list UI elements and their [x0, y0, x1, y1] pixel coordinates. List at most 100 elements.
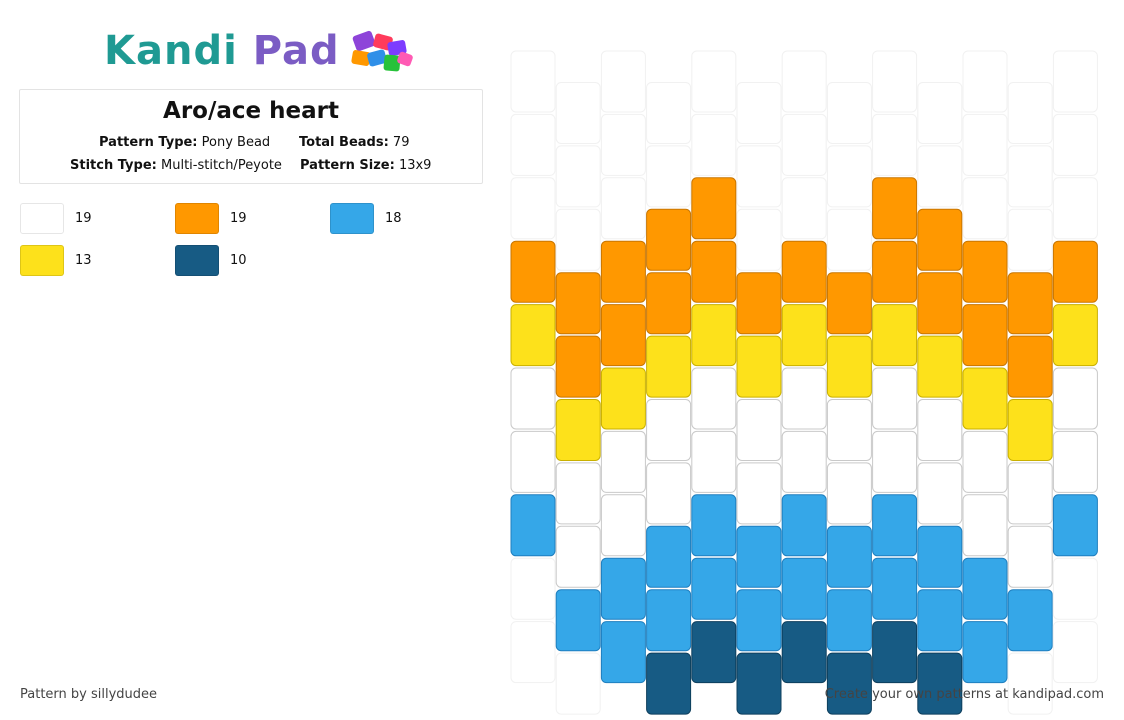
empty-bead-slot	[691, 113, 737, 176]
pattern-info-card: Aro/ace heart Pattern Type: Pony Bead To…	[19, 89, 483, 184]
bead	[736, 589, 782, 652]
empty-bead-slot	[1052, 557, 1098, 620]
bead-count: 19	[75, 211, 92, 226]
bead	[962, 430, 1008, 493]
empty-bead-slot	[962, 177, 1008, 240]
bead	[872, 430, 918, 493]
bead	[510, 367, 556, 430]
kandipad-logo[interactable]: Kandi Pad	[104, 26, 416, 76]
bead	[917, 208, 963, 271]
bead	[917, 462, 963, 525]
total-beads: Total Beads: 79	[299, 135, 410, 150]
bead	[781, 367, 827, 430]
legend-item-dark-blue: 10	[175, 245, 247, 276]
bead	[917, 272, 963, 335]
bead-count: 19	[230, 211, 247, 226]
bead	[691, 621, 737, 684]
empty-bead-slot	[736, 145, 782, 208]
pattern-size: Pattern Size: 13x9	[300, 158, 432, 173]
bead	[691, 557, 737, 620]
empty-bead-slot	[1007, 652, 1053, 715]
bead	[1007, 335, 1053, 398]
bead	[646, 589, 692, 652]
pattern-credit: Pattern by sillydudee	[20, 687, 158, 702]
bead	[1007, 399, 1053, 461]
empty-bead-slot	[781, 50, 827, 113]
bead	[826, 272, 872, 335]
bead-count: 13	[75, 253, 92, 268]
empty-bead-slot	[917, 82, 963, 144]
empty-bead-slot	[962, 113, 1008, 176]
bead	[736, 462, 782, 525]
bead	[781, 621, 827, 684]
stitch-type: Stitch Type: Multi-stitch/Peyote	[70, 158, 282, 173]
empty-bead-slot	[555, 82, 601, 144]
bead	[555, 589, 601, 652]
bead	[826, 589, 872, 652]
legend-item-orange: 19	[175, 203, 247, 234]
bead-count: 18	[385, 211, 402, 226]
bead	[691, 240, 737, 303]
bead	[600, 430, 646, 493]
bead	[872, 304, 918, 367]
empty-bead-slot	[555, 208, 601, 271]
bead	[781, 304, 827, 367]
empty-bead-slot	[1052, 50, 1098, 113]
bead	[917, 589, 963, 652]
empty-bead-slot	[691, 50, 737, 113]
empty-bead-slot	[600, 177, 646, 240]
bead	[962, 304, 1008, 367]
bead	[781, 240, 827, 303]
bead	[510, 240, 556, 303]
empty-bead-slot	[510, 621, 556, 684]
bead	[691, 430, 737, 493]
bead	[1007, 272, 1053, 335]
bead	[736, 652, 782, 715]
bead	[826, 525, 872, 588]
bead	[736, 335, 782, 398]
legend-item-yellow: 13	[20, 245, 92, 276]
bead	[600, 240, 646, 303]
bead	[781, 557, 827, 620]
bead	[1052, 494, 1098, 557]
swatch-blue	[330, 203, 374, 234]
empty-bead-slot	[1052, 177, 1098, 240]
empty-bead-slot	[826, 82, 872, 144]
bead	[1052, 304, 1098, 367]
empty-bead-slot	[872, 50, 918, 113]
bead	[872, 494, 918, 557]
bead-count: 10	[230, 253, 247, 268]
create-patterns-link[interactable]: Create your own patterns at kandipad.com	[824, 687, 1104, 702]
bead	[1052, 430, 1098, 493]
empty-bead-slot	[1052, 113, 1098, 176]
empty-bead-slot	[962, 50, 1008, 113]
bead	[1007, 525, 1053, 588]
bead	[781, 494, 827, 557]
bead	[646, 335, 692, 398]
bead	[917, 399, 963, 461]
empty-bead-slot	[1052, 621, 1098, 684]
bead	[691, 177, 737, 240]
bead	[510, 304, 556, 367]
legend-item-blue: 18	[330, 203, 402, 234]
bead	[555, 525, 601, 588]
empty-bead-slot	[510, 557, 556, 620]
empty-bead-slot	[555, 145, 601, 208]
pattern-type: Pattern Type: Pony Bead	[99, 135, 271, 150]
bead	[646, 652, 692, 715]
bead	[962, 494, 1008, 557]
bead	[826, 399, 872, 461]
bead	[1052, 240, 1098, 303]
empty-bead-slot	[781, 177, 827, 240]
bead	[555, 399, 601, 461]
empty-bead-slot	[555, 652, 601, 715]
swatch-yellow	[20, 245, 64, 276]
bead	[555, 462, 601, 525]
bead	[781, 430, 827, 493]
empty-bead-slot	[646, 145, 692, 208]
bead	[646, 208, 692, 271]
bead	[691, 494, 737, 557]
bead	[872, 177, 918, 240]
bead	[600, 367, 646, 430]
empty-bead-slot	[826, 208, 872, 271]
